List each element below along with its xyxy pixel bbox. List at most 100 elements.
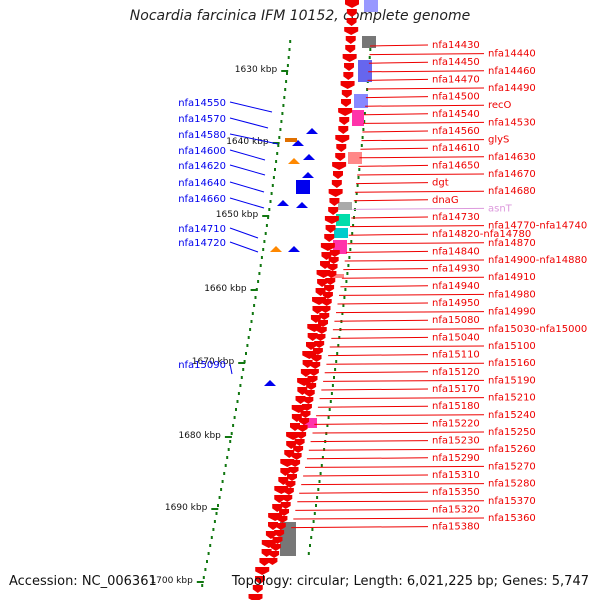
gene-arrow xyxy=(328,207,339,215)
tick-dot xyxy=(269,200,272,203)
tick-dot xyxy=(357,176,360,179)
tick-dot xyxy=(251,312,254,315)
gene-label-right: nfa14540 xyxy=(432,109,480,120)
label-leader xyxy=(316,414,485,417)
gene-label-right: nfa15260 xyxy=(488,444,536,455)
label-leader xyxy=(326,362,485,365)
tick-dot xyxy=(270,192,273,195)
label-leader xyxy=(369,44,429,47)
gene-arrow xyxy=(344,27,359,35)
gene-arrow xyxy=(345,0,359,8)
tick-dot xyxy=(315,504,317,507)
tick-dot xyxy=(276,152,279,155)
tick-dot xyxy=(287,56,290,59)
gene-label-right: nfa15370 xyxy=(488,496,536,507)
label-leader xyxy=(349,225,485,228)
gene-arrow xyxy=(343,72,354,80)
gene-label-right: nfa15280 xyxy=(488,479,536,490)
label-leader xyxy=(304,465,485,468)
gene-arrow xyxy=(301,404,312,411)
gene-arrow xyxy=(344,63,355,71)
tick-dot xyxy=(220,488,223,491)
gene-label-right: recO xyxy=(488,100,512,111)
tick-dot xyxy=(264,232,267,235)
gene-arrow xyxy=(277,516,288,523)
tick-dot xyxy=(309,544,311,547)
feature-block xyxy=(338,202,352,210)
tick-dot xyxy=(333,376,335,379)
gene-arrow xyxy=(285,481,296,488)
label-leader xyxy=(321,388,429,391)
gene-arrow xyxy=(280,502,291,509)
major-tick xyxy=(196,581,204,583)
gene-arrow xyxy=(272,537,283,544)
tick-dot xyxy=(213,520,216,523)
gene-arrow xyxy=(295,396,306,404)
tick-dot xyxy=(278,136,281,139)
gene-label-right: nfa15310 xyxy=(432,470,480,481)
tick-dot xyxy=(325,432,328,435)
gene-arrow xyxy=(308,369,319,376)
tick-dot xyxy=(363,112,366,115)
gene-label-left: nfa15090 xyxy=(178,360,226,371)
tick-dot xyxy=(230,432,233,435)
gene-label-left: nfa14720 xyxy=(178,238,226,249)
tick-dot xyxy=(279,128,282,131)
tick-dot xyxy=(317,488,320,491)
gene-arrow xyxy=(304,390,315,397)
tick-dot xyxy=(260,256,263,259)
tick-dot xyxy=(329,400,332,403)
tick-dot xyxy=(355,192,358,195)
tick-dot xyxy=(349,248,352,251)
label-leader xyxy=(314,422,429,425)
tick-dot xyxy=(338,336,341,339)
label-leader xyxy=(357,173,485,176)
tick-dot xyxy=(246,344,249,347)
gene-arrow xyxy=(325,278,336,285)
gene-arrow xyxy=(327,264,338,271)
gene-arrow xyxy=(299,418,310,425)
major-tick xyxy=(224,436,232,438)
tick-dot xyxy=(323,448,326,451)
reverse-gene xyxy=(302,172,314,178)
label-leader xyxy=(353,199,429,202)
gene-arrow xyxy=(294,439,305,446)
tick-dot xyxy=(342,304,345,307)
gene-arrow xyxy=(286,474,297,481)
label-leader xyxy=(310,440,429,443)
feature-block xyxy=(334,228,348,238)
label-leader xyxy=(364,113,429,116)
label-leader xyxy=(323,379,485,382)
tick-dot xyxy=(360,144,363,147)
tick-dot xyxy=(289,40,292,43)
tick-dot xyxy=(345,280,348,283)
label-leader xyxy=(368,70,485,73)
gene-arrow xyxy=(320,306,331,313)
gene-arrow xyxy=(302,360,313,368)
gene-arrow xyxy=(336,144,347,152)
label-leader xyxy=(368,61,429,64)
tick-dot xyxy=(215,512,218,515)
gene-arrow xyxy=(324,216,339,224)
label-leader xyxy=(354,190,485,193)
tick-dot xyxy=(354,200,357,203)
gene-arrow xyxy=(291,453,302,460)
label-leader xyxy=(312,431,485,434)
major-tick xyxy=(272,142,280,144)
tick-dot xyxy=(348,256,351,259)
gene-arrow xyxy=(331,180,342,188)
tick-dot xyxy=(223,472,226,475)
gene-label-right: nfa14840 xyxy=(432,246,480,257)
label-leader xyxy=(356,182,429,185)
gene-label-right: nfa14430 xyxy=(432,40,480,51)
feature-block xyxy=(362,36,376,48)
label-leader xyxy=(317,405,429,408)
tick-dot xyxy=(229,440,232,443)
label-leader xyxy=(347,242,485,245)
tick-dot xyxy=(358,168,361,171)
gene-label-right: nfa15160 xyxy=(488,358,536,369)
tick-dot xyxy=(362,128,365,131)
gene-arrow xyxy=(328,189,343,197)
gene-arrow xyxy=(320,243,335,251)
gene-label-right: asnT xyxy=(488,203,513,214)
